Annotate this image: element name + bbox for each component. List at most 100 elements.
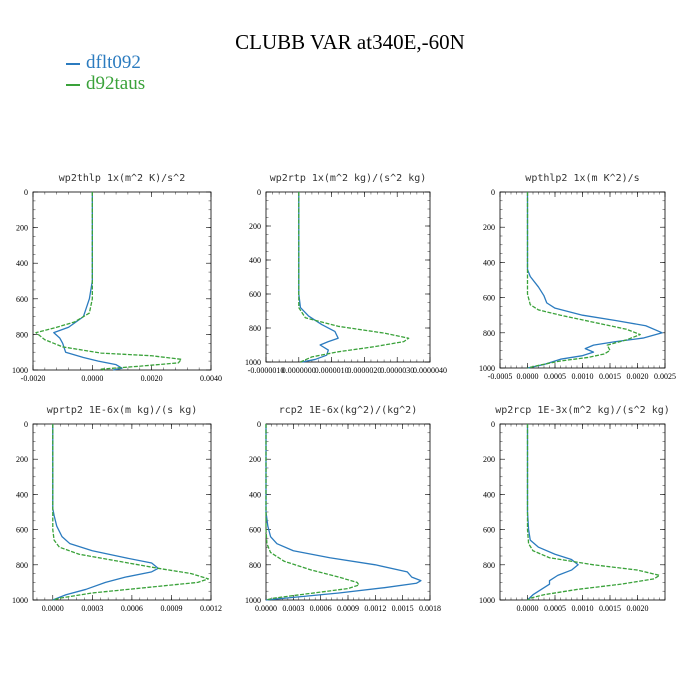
plot-frame <box>265 191 431 363</box>
y-tick-label: 0 <box>24 420 28 429</box>
x-tick-label: 0.0006 <box>121 604 143 613</box>
y-tick-label: 800 <box>16 561 28 570</box>
x-tick-label: 0.0000 <box>81 374 103 383</box>
panel-title: wp2rcp 1E-3x(m^2 kg)/(s^2 kg) <box>495 405 670 416</box>
y-tick-label: 600 <box>483 526 495 535</box>
chart-panel-3: wpthlp2 1x(m K^2)/s 0 200 400 600 800 1000-0.0… <box>479 173 676 381</box>
x-tick-label: 0.0000030 <box>380 366 414 375</box>
panel-title: wp2thlp 1x(m^2 K)/s^2 <box>59 173 185 184</box>
x-tick-label: 0.0012 <box>200 604 222 613</box>
x-tick-label: 0.0020 <box>141 374 163 383</box>
legend-swatch-icon <box>66 62 80 65</box>
series-line-d92taus <box>35 192 182 371</box>
x-tick-label: 0.0005 <box>544 604 566 613</box>
x-tick-label: 0.0015 <box>599 372 621 381</box>
y-tick-label: 600 <box>16 295 28 304</box>
y-tick-label: 800 <box>249 561 261 570</box>
legend-item-dflt092: dflt092 <box>66 53 141 73</box>
x-tick-label: 0.0006 <box>310 604 332 613</box>
y-tick-label: 800 <box>483 561 495 570</box>
y-tick-label: 600 <box>16 526 28 535</box>
x-tick-label: 0.0000 <box>255 604 277 613</box>
plot-frame <box>499 423 666 601</box>
y-tick-label: 1000 <box>479 596 495 605</box>
x-tick-label: 0.0000020 <box>347 366 381 375</box>
y-tick-label: 0 <box>24 188 28 197</box>
y-tick-label: 200 <box>16 455 28 464</box>
x-tick-label: -0.0020 <box>21 374 46 383</box>
y-tick-label: 1000 <box>12 596 28 605</box>
y-tick-label: 200 <box>483 223 495 232</box>
x-tick-label: 0.0003 <box>282 604 304 613</box>
x-tick-label: 0.0000 <box>517 372 539 381</box>
x-tick-label: 0.0009 <box>337 604 359 613</box>
y-tick-label: 0 <box>491 188 495 197</box>
x-tick-label: 0.0010 <box>572 372 594 381</box>
x-tick-label: 0.0003 <box>81 604 103 613</box>
y-tick-label: 1000 <box>245 596 261 605</box>
y-tick-label: 200 <box>249 222 261 231</box>
panel-title: wprtp2 1E-6x(m kg)/(s kg) <box>47 405 198 416</box>
y-tick-label: 1000 <box>12 366 28 375</box>
series-line-dflt092 <box>526 192 663 369</box>
series-line-dflt092 <box>53 192 123 371</box>
y-tick-label: 200 <box>249 455 261 464</box>
x-tick-label: 0.0000 <box>42 604 64 613</box>
x-tick-label: -0.0000010 <box>248 366 285 375</box>
x-tick-label: 0.0010 <box>572 604 594 613</box>
y-tick-label: 400 <box>249 490 261 499</box>
y-tick-label: 600 <box>483 294 495 303</box>
y-tick-label: 400 <box>16 490 28 499</box>
x-tick-label: 0.0040 <box>200 374 222 383</box>
plot-frame <box>265 423 431 601</box>
x-tick-label: 0.0000040 <box>413 366 447 375</box>
series-line-d92taus <box>298 192 410 363</box>
plot-frame <box>32 423 212 601</box>
y-tick-label: 200 <box>16 224 28 233</box>
series-line-dflt092 <box>52 424 159 601</box>
x-tick-label: 0.0025 <box>654 372 676 381</box>
y-tick-label: 0 <box>257 420 261 429</box>
x-tick-label: 0.0020 <box>627 604 649 613</box>
y-tick-label: 1000 <box>245 358 261 367</box>
chart-panel-2: wp2rtp 1x(m^2 kg)/(s^2 kg) 0 200 400 600 800 1… <box>245 173 447 375</box>
y-tick-label: 800 <box>483 329 495 338</box>
x-tick-label: 0.0000 <box>517 604 539 613</box>
plot-frame <box>499 191 666 369</box>
panel-title: wp2rtp 1x(m^2 kg)/(s^2 kg) <box>270 173 427 184</box>
y-tick-label: 0 <box>491 420 495 429</box>
y-tick-label: 400 <box>249 256 261 265</box>
x-tick-label: 0.0009 <box>160 604 182 613</box>
x-tick-label: 0.0000010 <box>315 366 349 375</box>
y-tick-label: 200 <box>483 455 495 464</box>
y-tick-label: 400 <box>483 490 495 499</box>
x-tick-label: 0.0015 <box>392 604 414 613</box>
x-tick-label: 0.0000000 <box>282 366 316 375</box>
x-tick-label: 0.0015 <box>599 604 621 613</box>
y-tick-label: 600 <box>249 290 261 299</box>
series-line-d92taus <box>52 424 210 601</box>
x-tick-label: 0.0020 <box>627 372 649 381</box>
x-tick-label: -0.0005 <box>488 372 513 381</box>
plot-frame <box>32 191 212 371</box>
series-line-d92taus <box>265 424 360 601</box>
chart-panel-6: wp2rcp 1E-3x(m^2 kg)/(s^2 kg)0 200 400 600 8… <box>479 405 670 613</box>
x-tick-label: 0.0005 <box>544 372 566 381</box>
legend-label: dflt092 <box>86 52 141 73</box>
panel-title: rcp2 1E-6x(kg^2)/(kg^2) <box>279 405 417 416</box>
panel-title: wpthlp2 1x(m K^2)/s <box>525 173 639 184</box>
y-tick-label: 600 <box>249 526 261 535</box>
series-line-dflt092 <box>526 424 579 601</box>
y-tick-label: 800 <box>249 324 261 333</box>
y-tick-label: 800 <box>16 330 28 339</box>
y-tick-label: 1000 <box>479 364 495 373</box>
series-line-d92taus <box>526 192 641 369</box>
y-tick-label: 400 <box>16 259 28 268</box>
chart-panel-5: rcp2 1E-6x(kg^2)/(kg^2) 0 200 400 600 800 1000… <box>245 405 441 613</box>
series-line-dflt092 <box>298 192 339 363</box>
series-line-d92taus <box>526 424 661 601</box>
x-tick-label: 0.0018 <box>419 604 441 613</box>
legend-label: d92taus <box>86 73 146 94</box>
legend-item-d92taus: d92taus <box>66 74 145 94</box>
